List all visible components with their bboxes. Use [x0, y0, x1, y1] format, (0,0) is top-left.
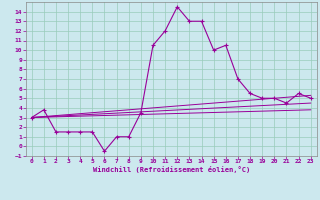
- X-axis label: Windchill (Refroidissement éolien,°C): Windchill (Refroidissement éolien,°C): [92, 166, 250, 173]
